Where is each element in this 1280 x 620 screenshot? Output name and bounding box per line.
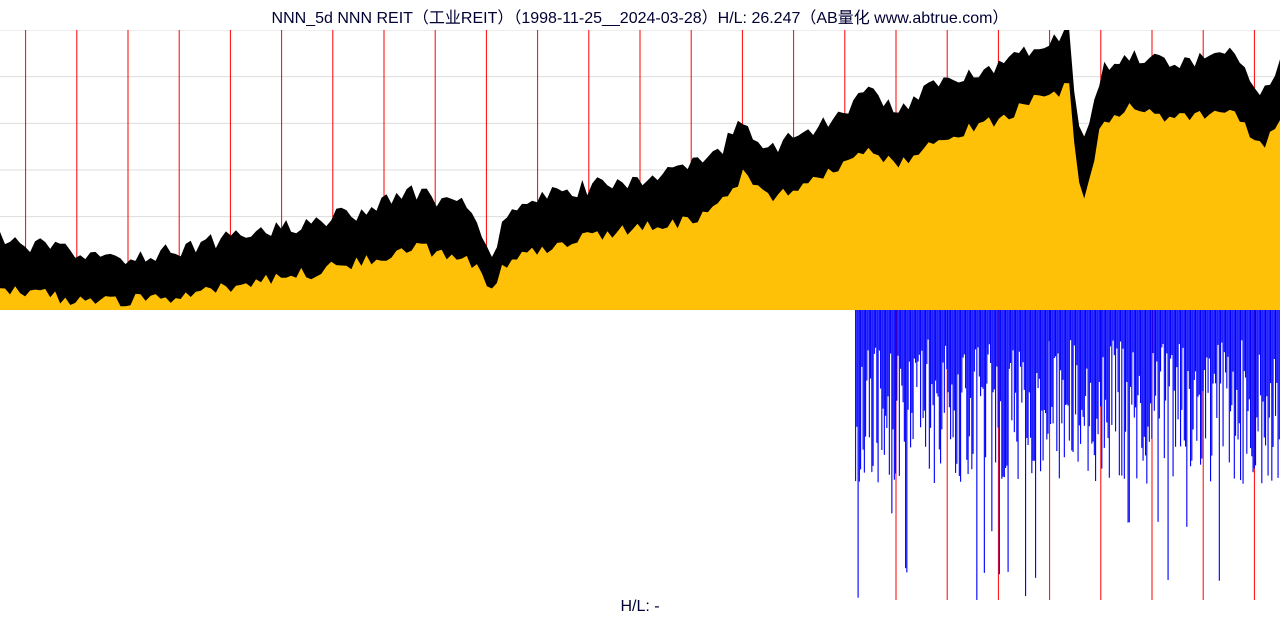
chart-footer: H/L: -	[0, 598, 1280, 616]
price-chart	[0, 30, 1280, 310]
volume-chart	[0, 310, 1280, 600]
chart-title: NNN_5d NNN REIT（工业REIT）（1998-11-25__2024…	[0, 4, 1280, 28]
